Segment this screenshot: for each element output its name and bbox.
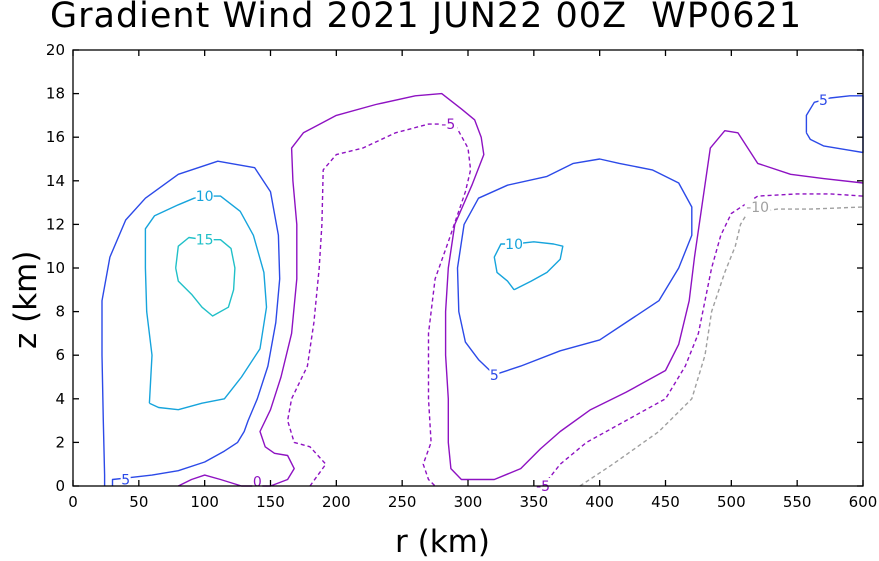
tick-label: 500 [717, 493, 746, 511]
contour-label: -10 [746, 200, 769, 216]
contour-label: 15 [196, 233, 214, 249]
tick-label: 20 [46, 41, 65, 59]
x-axis-label: r (km) [395, 524, 490, 560]
contour-label-bg [439, 116, 458, 133]
contour-label-bg [195, 188, 214, 205]
axis-ticks: 0 50 100 150 200 250 300 350 400 450 500 550 6000246… [46, 41, 877, 511]
contour-label: -5 [441, 117, 455, 133]
contour-line-15-0 [175, 236, 236, 317]
tick-label: 350 [520, 493, 549, 511]
contour-label-bg [505, 236, 524, 253]
tick-label: 0 [55, 477, 65, 495]
y-axis-label: z (km) [8, 250, 44, 349]
contour-label: 10 [505, 237, 523, 253]
tick-label: 0 [68, 493, 78, 511]
tick-label: 550 [783, 493, 812, 511]
tick-label: 14 [46, 172, 65, 190]
contour-label-bg [195, 231, 214, 248]
contour-label: -5 [536, 479, 550, 495]
tick-label: 10 [46, 259, 65, 277]
contour-label: 5 [121, 472, 130, 488]
contour-label: 10 [196, 189, 214, 205]
tick-label: 150 [256, 493, 285, 511]
tick-label: 4 [55, 390, 65, 408]
tick-label: 18 [46, 85, 65, 103]
tick-label: 200 [322, 493, 351, 511]
contour-label: 5 [819, 93, 828, 109]
tick-label: 250 [388, 493, 417, 511]
contour-label-bg [120, 471, 131, 488]
tick-label: 450 [651, 493, 680, 511]
contour-lines [101, 92, 864, 487]
tick-label: 100 [190, 493, 219, 511]
contour-label-bg [489, 366, 500, 383]
contour-label: 0 [253, 475, 262, 491]
contour-label-bg [818, 92, 829, 109]
contour-line--5-8 [542, 193, 864, 487]
plot-frame [72, 49, 864, 487]
contour-line-5-3 [101, 160, 281, 486]
contour-label: 5 [490, 368, 499, 384]
tick-label: 16 [46, 128, 65, 146]
tick-label: 12 [46, 215, 65, 233]
chart-title: Gradient Wind 2021 JUN22 00Z WP0621 [50, 0, 803, 36]
contour-line-5-5 [805, 95, 864, 154]
tick-label: 300 [454, 493, 483, 511]
tick-label: 6 [55, 346, 65, 364]
contour-label-bg [252, 473, 263, 490]
tick-label: 600 [849, 493, 878, 511]
tick-label: 400 [585, 493, 614, 511]
contour-label-bg [744, 198, 771, 215]
contour-line--5-7 [286, 123, 472, 487]
contour-line-5-4 [456, 158, 693, 376]
tick-label: 50 [129, 493, 148, 511]
contour-line-0-6 [177, 92, 864, 487]
contour-line--10-9 [579, 206, 864, 487]
tick-label: 8 [55, 303, 65, 321]
contour-line-10-1 [144, 195, 268, 411]
tick-label: 2 [55, 433, 65, 451]
contour-labels: 15 10 10 5 5 5 0 -5 -5 -10 [120, 92, 829, 495]
contour-line-10-2 [493, 241, 564, 291]
